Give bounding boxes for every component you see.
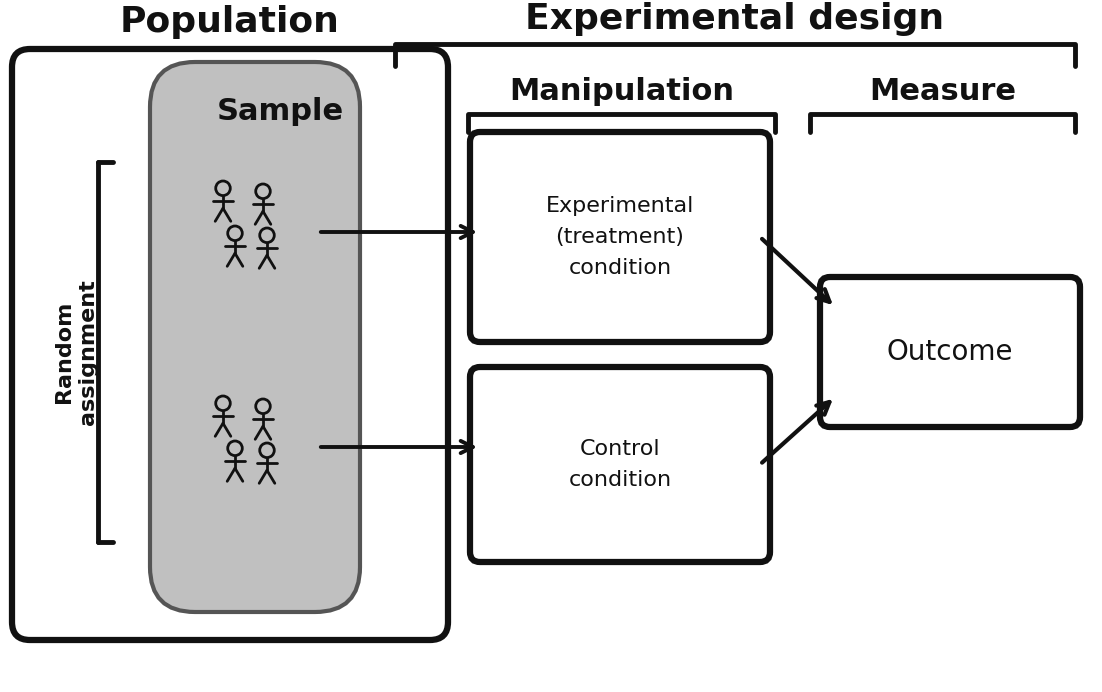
Text: Manipulation: Manipulation [509,77,734,106]
Text: Outcome: Outcome [887,338,1013,366]
Text: Control
condition: Control condition [569,439,671,490]
FancyBboxPatch shape [820,277,1080,427]
FancyBboxPatch shape [12,49,449,640]
FancyBboxPatch shape [469,367,770,562]
FancyBboxPatch shape [150,62,360,612]
Text: Experimental
(treatment)
condition: Experimental (treatment) condition [545,196,694,278]
Text: Population: Population [120,5,339,39]
Text: Random
assignment: Random assignment [54,279,98,425]
Text: Experimental design: Experimental design [526,2,944,36]
FancyBboxPatch shape [469,132,770,342]
Text: Measure: Measure [869,77,1016,106]
Text: Sample: Sample [216,97,344,126]
